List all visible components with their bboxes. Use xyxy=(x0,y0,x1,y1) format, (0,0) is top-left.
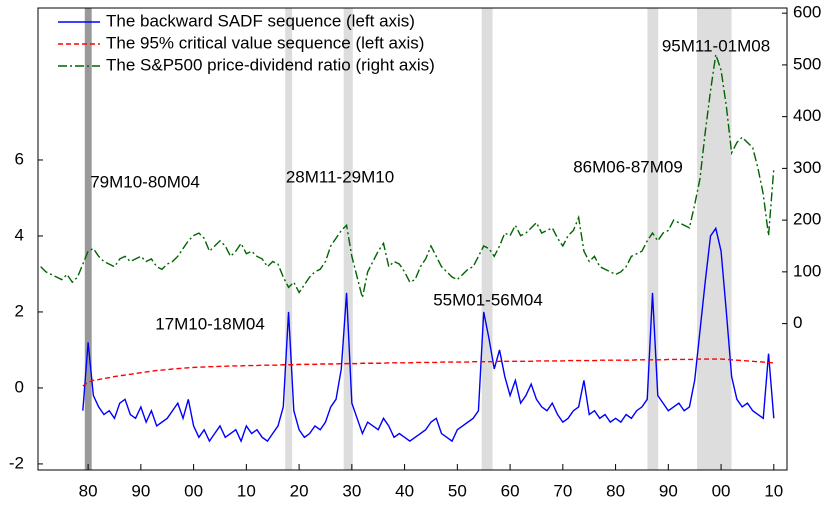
y2-tick-label: 400 xyxy=(793,106,821,125)
series-line xyxy=(40,54,775,298)
episode-band xyxy=(84,8,92,470)
series-line xyxy=(82,226,775,443)
x-tick-label: 00 xyxy=(712,481,731,500)
series-line xyxy=(82,358,774,387)
x-tick-label: 40 xyxy=(395,481,414,500)
episode-label: 95M11-01M08 xyxy=(662,36,770,55)
y2-tick-label: 500 xyxy=(793,54,821,73)
x-tick-label: 70 xyxy=(553,481,572,500)
episode-label: 86M06-87M09 xyxy=(573,157,683,176)
y-tick-label: 0 xyxy=(15,377,24,396)
y2-tick-label: 200 xyxy=(793,210,821,229)
episode-band xyxy=(285,8,293,470)
x-tick-label: 80 xyxy=(79,481,98,500)
plot-frame xyxy=(37,7,788,471)
legend-label: The 95% critical value sequence (left ax… xyxy=(106,33,424,52)
y2-tick-label: 100 xyxy=(793,261,821,280)
episode-label: 55M01-56M04 xyxy=(433,290,543,309)
episode-band xyxy=(697,8,732,470)
episode-label: 79M10-80M04 xyxy=(90,172,200,191)
x-tick-label: 20 xyxy=(290,481,309,500)
x-tick-label: 50 xyxy=(448,481,467,500)
y2-tick-label: 0 xyxy=(793,313,802,332)
y-tick-label: 4 xyxy=(15,225,24,244)
plot-lines xyxy=(40,54,775,443)
y-tick-label: 6 xyxy=(15,149,24,168)
episode-label: 17M10-18M04 xyxy=(155,314,265,333)
x-tick-label: 00 xyxy=(184,481,203,500)
legend-label: The S&P500 price-dividend ratio (right a… xyxy=(106,55,435,74)
x-tick-label: 90 xyxy=(131,481,150,500)
y-tick-label: 2 xyxy=(15,301,24,320)
episode-shading xyxy=(84,8,732,470)
y2-tick-label: 600 xyxy=(793,3,821,22)
legend-label: The backward SADF sequence (left axis) xyxy=(106,11,415,30)
y2-tick-label: 300 xyxy=(793,158,821,177)
x-tick-label: 60 xyxy=(501,481,520,500)
x-tick-label: 30 xyxy=(342,481,361,500)
x-tick-label: 10 xyxy=(237,481,256,500)
y-tick-label: -2 xyxy=(9,453,24,472)
episode-label: 28M11-29M10 xyxy=(286,167,394,186)
episode-band xyxy=(481,8,493,470)
episode-band xyxy=(647,8,659,470)
x-tick-label: 90 xyxy=(659,481,678,500)
x-tick-label: 80 xyxy=(606,481,625,500)
x-tick-label: 10 xyxy=(764,481,783,500)
